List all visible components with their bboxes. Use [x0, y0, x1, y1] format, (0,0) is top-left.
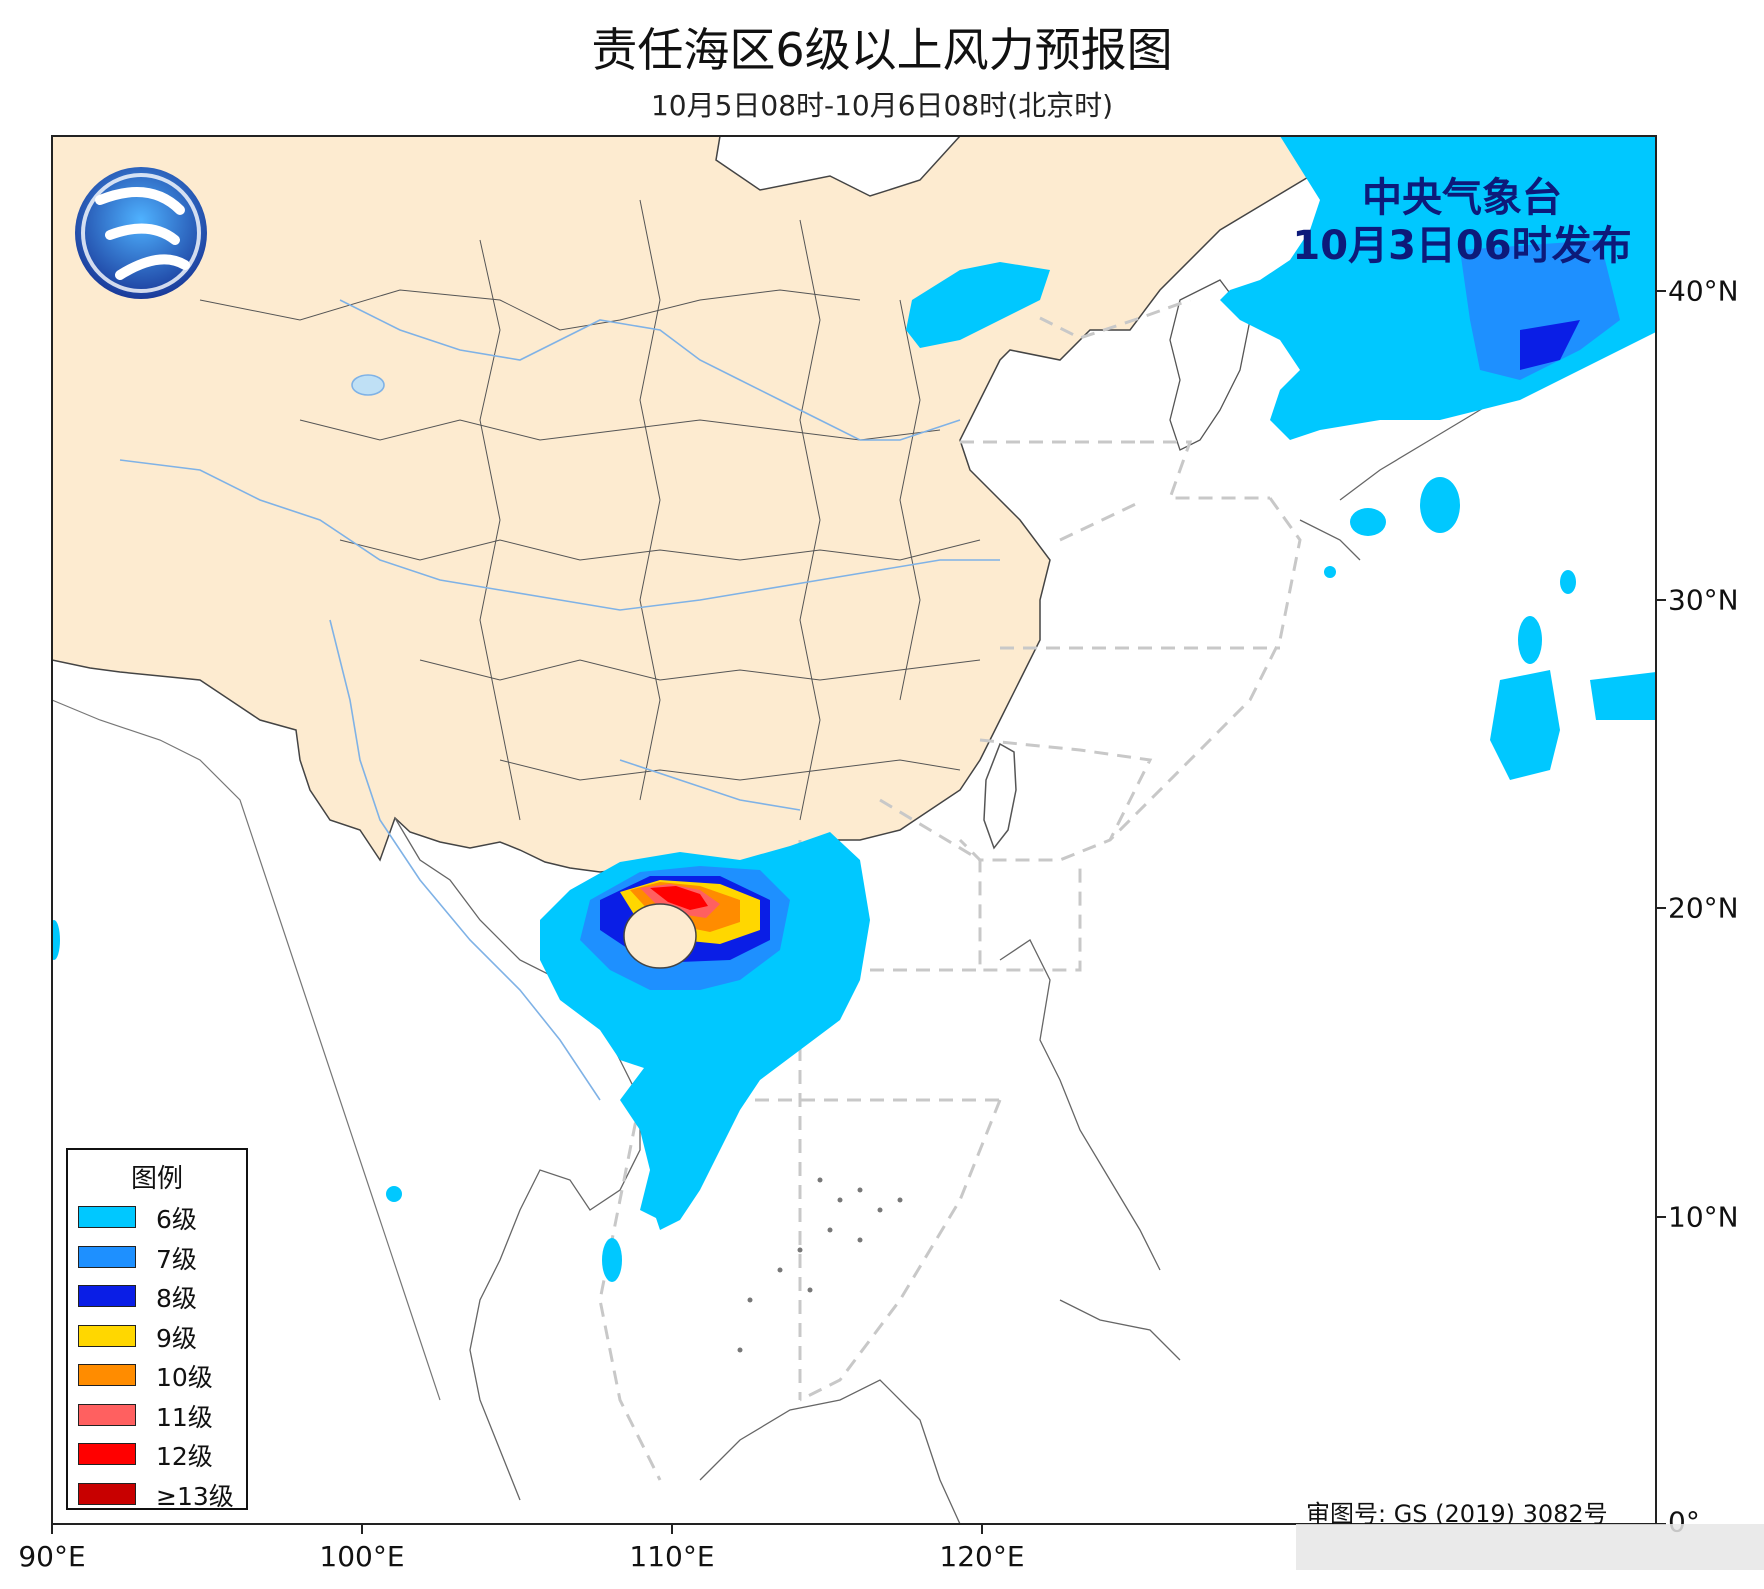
land-borneo [699, 1379, 961, 1524]
lon-label-110: 110°E [629, 1540, 715, 1573]
publisher-name: 中央气象台 [1362, 175, 1562, 221]
publisher-label: 中央气象台 10月3日06时发布 [1286, 174, 1638, 270]
page-title: 责任海区6级以上风力预报图 [591, 23, 1173, 77]
lat-label-30: 30°N [1668, 583, 1739, 617]
islands [737, 1177, 903, 1353]
wind-area-northeast [906, 136, 1656, 780]
legend-label: 6级 [156, 1205, 197, 1234]
review-number: 审图号: GS (2019) 3082号 [1306, 1500, 1608, 1528]
page-subtitle: 10月5日08时-10月6日08时(北京时) [650, 89, 1114, 122]
legend-label: 10级 [156, 1363, 213, 1392]
lon-label-90: 90°E [18, 1540, 86, 1573]
rivers [119, 299, 1000, 1101]
legend-label: 8级 [156, 1284, 197, 1313]
land-indochina [394, 817, 641, 1501]
legend-label: 11级 [156, 1402, 213, 1432]
wind-area-typhoon [52, 832, 870, 1282]
cma-logo-icon [75, 167, 207, 299]
legend-swatch [78, 1364, 136, 1386]
legend-title: 图例 [130, 1164, 183, 1194]
land-taiwan [983, 742, 1017, 850]
legend-swatch [78, 1324, 136, 1347]
publish-time: 10月3日06时发布 [1292, 223, 1632, 269]
legend-swatch [78, 1443, 136, 1465]
legend-swatch [78, 1482, 136, 1505]
watermark-overlay [1296, 1524, 1764, 1570]
land-philippines [999, 939, 1181, 1361]
legend-label: 9级 [156, 1323, 197, 1353]
lon-label-120: 120°E [939, 1540, 1025, 1573]
land-myanmar-india [52, 699, 441, 1401]
legend-label: ≥13级 [156, 1481, 234, 1511]
legend-label: 12级 [156, 1442, 213, 1471]
legend-swatch [78, 1245, 136, 1268]
lat-label-10: 10°N [1668, 1200, 1739, 1234]
land-china [52, 136, 1331, 873]
legend-label: 7级 [156, 1244, 197, 1274]
province-borders [199, 199, 981, 821]
legend-swatch [78, 1206, 136, 1228]
legend-swatch [78, 1403, 136, 1426]
lon-label-100: 100°E [319, 1540, 405, 1573]
lat-label-40: 40°N [1668, 274, 1739, 308]
lat-label-20: 20°N [1668, 891, 1739, 925]
legend-swatch [78, 1285, 136, 1307]
legend: 图例 6级 7级 8级 9级 10级 11级 12级 ≥13级 [66, 1148, 248, 1511]
